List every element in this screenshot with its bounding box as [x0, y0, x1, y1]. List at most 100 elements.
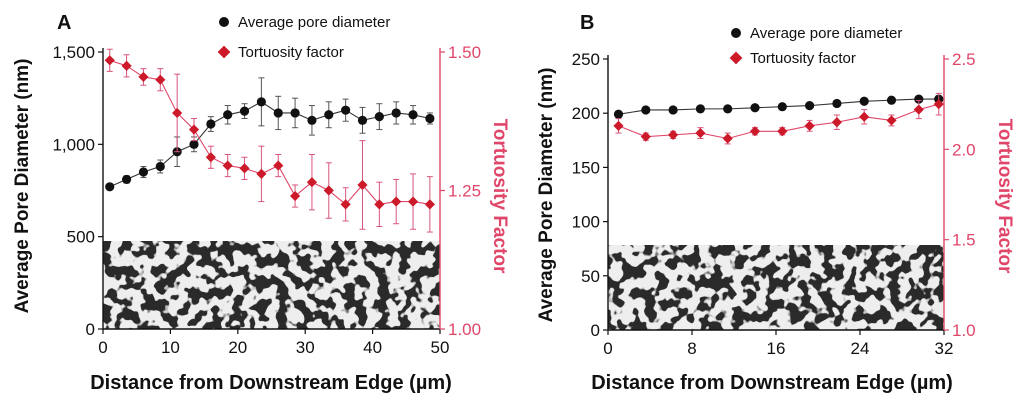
- y-tick-label: 100: [572, 213, 600, 232]
- panel-a: A Distance from Downstream Edge (µm) Ave…: [12, 12, 510, 394]
- x-tick-label: 0: [98, 338, 107, 357]
- diameter-point: [307, 115, 317, 125]
- diameter-point: [777, 102, 787, 112]
- y2-axis-label: Tortuosity Factor: [994, 119, 1015, 274]
- diameter-point: [613, 109, 624, 119]
- diameter-point: [138, 167, 149, 177]
- y2-axis-label: Tortuosity Factor: [489, 119, 510, 274]
- micrograph-b: [608, 245, 944, 330]
- tortuosity-point: [273, 160, 284, 171]
- diameter-point: [189, 139, 199, 149]
- tortuosity-point: [172, 107, 183, 119]
- x-tick-label: 8: [687, 339, 696, 358]
- diameter-point: [914, 94, 924, 104]
- y2-tick-label: 1.00: [448, 320, 481, 339]
- tortuosity-point: [749, 126, 761, 137]
- diameter-point: [750, 103, 760, 113]
- tortuosity-point: [256, 168, 267, 179]
- diameter-point: [391, 108, 401, 118]
- y-tick-label: 0: [591, 321, 600, 340]
- diameter-point: [886, 95, 897, 105]
- y2-tick-label: 1.5: [952, 231, 976, 250]
- tortuosity-point: [121, 60, 132, 71]
- tortuosity-point: [913, 104, 924, 115]
- panel-label: A: [57, 12, 71, 34]
- x-tick-label: 10: [161, 338, 180, 357]
- diameter-point: [341, 105, 351, 115]
- diameter-point: [723, 104, 733, 114]
- diameter-point: [859, 96, 869, 106]
- x-tick-label: 20: [228, 338, 247, 357]
- diameter-point: [223, 110, 233, 120]
- y2-tick-label: 1.50: [448, 43, 481, 62]
- panel-b: B Distance from Downstream Edge (µm) Ave…: [536, 12, 1015, 394]
- tortuosity-point: [424, 199, 435, 210]
- diameter-point: [641, 105, 651, 115]
- tortuosity-point: [155, 74, 166, 85]
- x-tick-label: 16: [767, 339, 786, 358]
- diameter-point: [357, 115, 368, 125]
- y-tick-label: 1,500: [52, 43, 95, 62]
- y-tick-label: 150: [572, 158, 600, 177]
- legend-label-diameter: Average pore diameter: [750, 25, 902, 42]
- y-tick-label: 0: [86, 320, 95, 339]
- diameter-point: [155, 161, 165, 172]
- legend-label-tortuosity: Tortuosity factor: [750, 50, 856, 67]
- tortuosity-point: [640, 131, 651, 142]
- legend-marker-diameter: [731, 28, 741, 38]
- y-tick-label: 200: [572, 104, 600, 123]
- diameter-point: [105, 182, 115, 192]
- tortuosity-point: [357, 179, 368, 191]
- y-axis-label: Average Pore Diameter (nm): [536, 68, 557, 323]
- diameter-point: [832, 98, 842, 109]
- legend: Average pore diameter Tortuosity factor: [729, 25, 902, 67]
- x-tick-label: 24: [851, 339, 870, 358]
- tortuosity-point: [777, 126, 788, 137]
- x-tick-label: 40: [363, 338, 382, 357]
- tortuosity-point: [695, 127, 706, 139]
- tortuosity-point: [804, 120, 815, 131]
- diameter-point: [256, 97, 266, 107]
- diameter-point: [805, 101, 815, 111]
- tortuosity-line: [109, 59, 430, 206]
- y2-tick-label: 1.25: [448, 182, 481, 201]
- tortuosity-point: [222, 160, 233, 171]
- tortuosity-point: [668, 129, 679, 140]
- diameter-point: [695, 104, 706, 114]
- diameter-point: [206, 119, 216, 129]
- x-tick-label: 30: [296, 338, 315, 357]
- diameter-point: [425, 113, 435, 124]
- tortuosity-point: [886, 115, 897, 126]
- x-tick-label: 32: [935, 339, 954, 358]
- diameter-point: [273, 108, 283, 118]
- diameter-point: [408, 110, 418, 120]
- diameter-point: [290, 108, 300, 118]
- tortuosity-point: [104, 55, 115, 66]
- diameter-point: [374, 112, 384, 122]
- tortuosity-point: [391, 196, 402, 207]
- micrograph-a: [103, 241, 440, 329]
- y-tick-label: 250: [572, 50, 600, 69]
- tortuosity-point: [188, 124, 200, 135]
- tortuosity-point: [831, 117, 842, 128]
- x-axis-label: Distance from Downstream Edge (µm): [90, 372, 452, 394]
- tortuosity-point: [239, 163, 250, 174]
- x-axis-label: Distance from Downstream Edge (µm): [591, 372, 953, 394]
- tortuosity-point: [289, 190, 301, 202]
- diameter-point: [324, 110, 334, 120]
- y2-tick-label: 2.5: [952, 50, 976, 69]
- x-tick-label: 50: [431, 338, 450, 357]
- diameter-point: [239, 106, 250, 116]
- tortuosity-point: [859, 111, 870, 122]
- legend-label-diameter: Average pore diameter: [238, 14, 390, 31]
- tortuosity-point: [722, 133, 733, 144]
- tortuosity-point: [407, 196, 419, 207]
- tortuosity-point: [205, 152, 216, 163]
- x-tick-label: 0: [603, 339, 612, 358]
- y-tick-label: 50: [581, 267, 600, 286]
- y-tick-label: 500: [67, 228, 95, 247]
- diameter-point: [121, 174, 132, 185]
- y2-tick-label: 2.0: [952, 140, 976, 159]
- y-axis-label: Average Pore Diameter (nm): [12, 59, 33, 314]
